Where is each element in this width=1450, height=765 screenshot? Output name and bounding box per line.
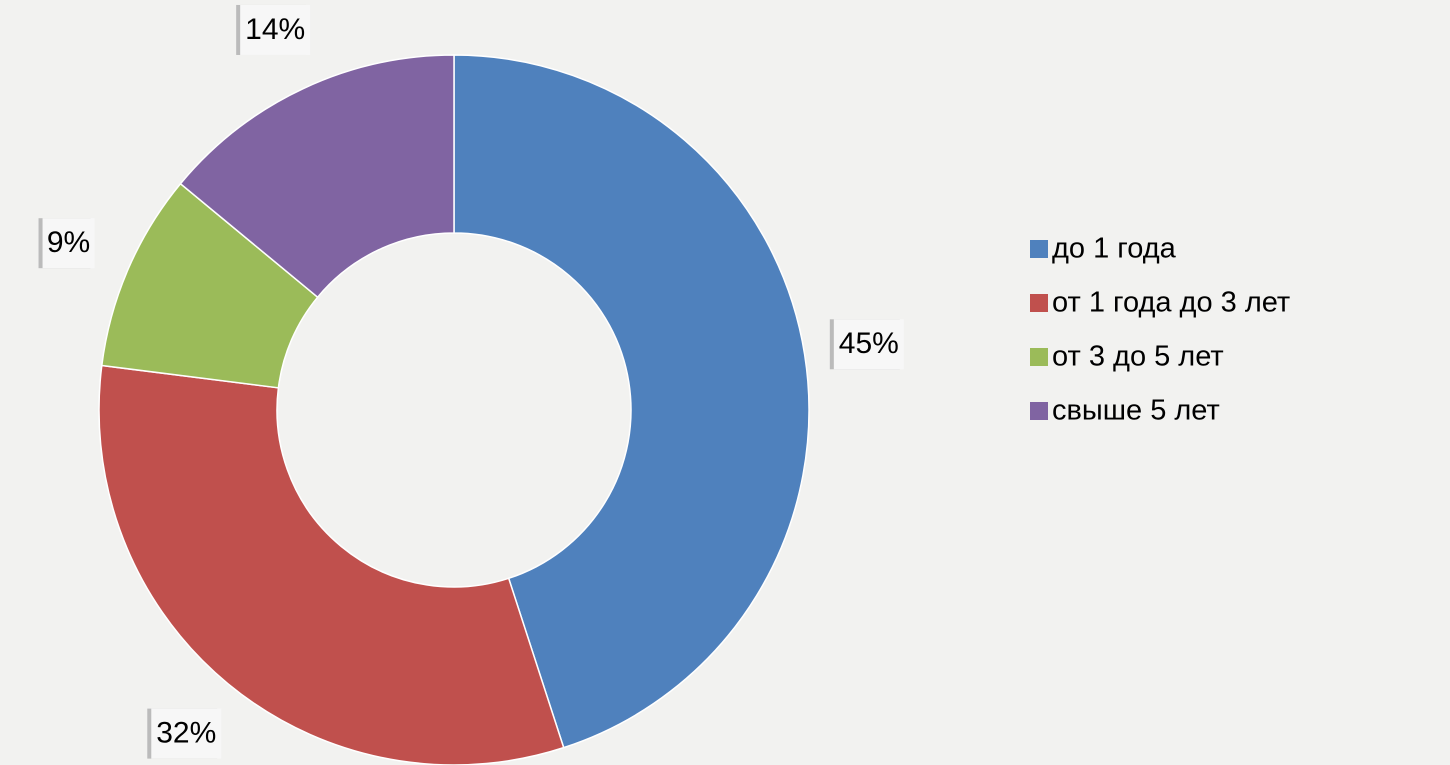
- data-label: 14%: [245, 13, 305, 46]
- legend-label: свыше 5 лет: [1052, 395, 1220, 427]
- data-label: 45%: [839, 327, 899, 360]
- legend-label: от 3 до 5 лет: [1052, 341, 1224, 373]
- label-box: [151, 708, 222, 759]
- data-label: 32%: [156, 717, 216, 750]
- label-box: [42, 218, 95, 269]
- label-box: [833, 319, 904, 370]
- legend-swatch: [1030, 240, 1048, 258]
- legend-swatch: [1030, 348, 1048, 366]
- donut-slice: [98, 364, 565, 765]
- legend-label: от 1 года до 3 лет: [1052, 287, 1290, 319]
- donut-slice: [453, 54, 810, 749]
- legend-swatch: [1030, 402, 1048, 420]
- label-box: [240, 4, 311, 55]
- legend-swatch: [1030, 294, 1048, 312]
- data-label: 9%: [47, 226, 90, 259]
- legend-label: до 1 года: [1052, 233, 1177, 265]
- donut-slice: [179, 54, 455, 299]
